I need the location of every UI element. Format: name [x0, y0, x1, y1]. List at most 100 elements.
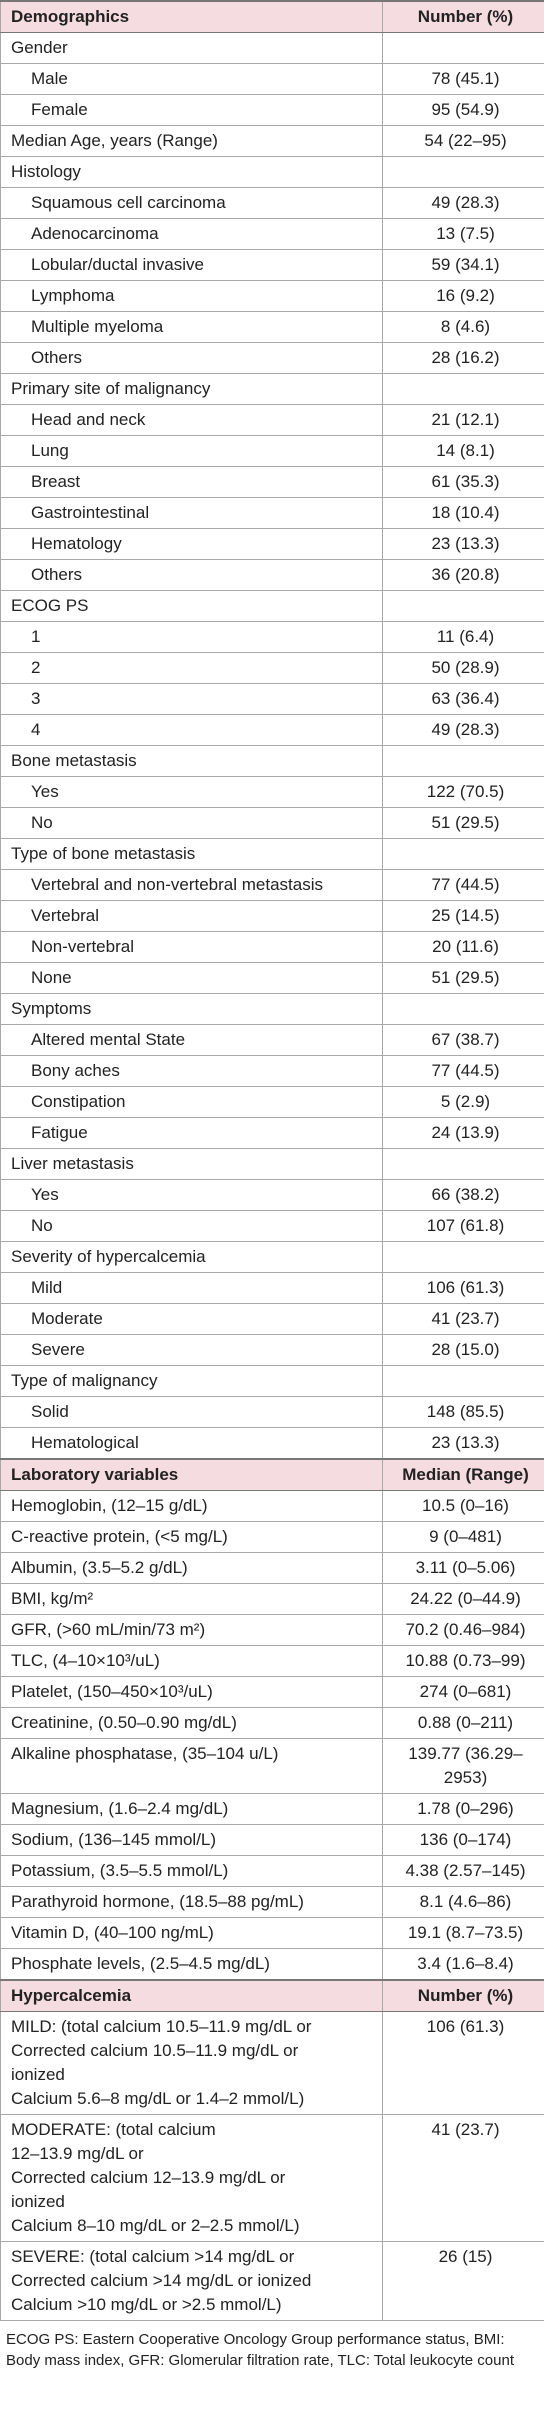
- item-value: 51 (29.5): [382, 962, 544, 994]
- header-cell: Median (Range): [382, 1458, 544, 1491]
- item-label: Multiple myeloma: [0, 311, 383, 343]
- table-row: Lymphoma 16 (9.2): [0, 280, 544, 312]
- row-value: 4.38 (2.57–145): [382, 1855, 544, 1887]
- table-row: Vitamin D, (40–100 ng/mL) 19.1 (8.7–73.5): [0, 1917, 544, 1949]
- row-value: 24.22 (0–44.9): [382, 1583, 544, 1615]
- table-row: Demographics Number (%): [0, 0, 544, 33]
- definition-line: MODERATE: (total calcium: [11, 2120, 216, 2139]
- definition-cell: MILD: (total calcium 10.5–11.9 mg/dL or C…: [0, 2011, 383, 2115]
- item-value: 5 (2.9): [382, 1086, 544, 1118]
- row-label: Vitamin D, (40–100 ng/mL): [0, 1917, 383, 1949]
- table-row: Squamous cell carcinoma 49 (28.3): [0, 187, 544, 219]
- item-label: Vertebral: [0, 900, 383, 932]
- empty-cell: [382, 373, 544, 405]
- item-value: 95 (54.9): [382, 94, 544, 126]
- item-value: 28 (16.2): [382, 342, 544, 374]
- definition-line: Calcium >10 mg/dL or >2.5 mmol/L): [11, 2295, 282, 2314]
- table-row: Lobular/ductal invasive 59 (34.1): [0, 249, 544, 281]
- item-value: 106 (61.3): [382, 1272, 544, 1304]
- item-label: Female: [0, 94, 383, 126]
- item-value: 20 (11.6): [382, 931, 544, 963]
- definition-line: Calcium 8–10 mg/dL or 2–2.5 mmol/L): [11, 2216, 300, 2235]
- item-label: Lobular/ductal invasive: [0, 249, 383, 281]
- item-value: 36 (20.8): [382, 559, 544, 591]
- table-row: Female 95 (54.9): [0, 94, 544, 126]
- definition-line: Corrected calcium 10.5–11.9 mg/dL or: [11, 2041, 299, 2060]
- item-label: Others: [0, 342, 383, 374]
- group-label: Symptoms: [0, 993, 383, 1025]
- item-value: 66 (38.2): [382, 1179, 544, 1211]
- table-row: Non-vertebral 20 (11.6): [0, 931, 544, 963]
- definition-cell: SEVERE: (total calcium >14 mg/dL or Corre…: [0, 2241, 383, 2321]
- item-label: Bony aches: [0, 1055, 383, 1087]
- row-value: 41 (23.7): [382, 2114, 544, 2242]
- table-row: Phosphate levels, (2.5–4.5 mg/dL) 3.4 (1.…: [0, 1948, 544, 1981]
- item-label: Lymphoma: [0, 280, 383, 312]
- table-row: BMI, kg/m² 24.22 (0–44.9): [0, 1583, 544, 1615]
- row-value: 70.2 (0.46–984): [382, 1614, 544, 1646]
- definition-line: Corrected calcium 12–13.9 mg/dL or: [11, 2168, 286, 2187]
- table-row: Hypercalcemia Number (%): [0, 1979, 544, 2012]
- item-label: Mild: [0, 1272, 383, 1304]
- row-label: Potassium, (3.5–5.5 mmol/L): [0, 1855, 383, 1887]
- row-value: 106 (61.3): [382, 2011, 544, 2115]
- table-row: Creatinine, (0.50–0.90 mg/dL) 0.88 (0–211…: [0, 1707, 544, 1739]
- item-label: Male: [0, 63, 383, 95]
- data-table: Demographics Number (%) Gender Male 78 (45.1…: [0, 0, 544, 2321]
- row-label: Median Age, years (Range): [0, 125, 383, 157]
- table-row: MILD: (total calcium 10.5–11.9 mg/dL or C…: [0, 2011, 544, 2115]
- item-value: 107 (61.8): [382, 1210, 544, 1242]
- table-row: Moderate 41 (23.7): [0, 1303, 544, 1335]
- header-cell: Demographics: [0, 0, 383, 33]
- item-label: Solid: [0, 1396, 383, 1428]
- row-value: 9 (0–481): [382, 1521, 544, 1553]
- table-row: Platelet, (150–450×10³/uL) 274 (0–681): [0, 1676, 544, 1708]
- empty-cell: [382, 156, 544, 188]
- table-row: Liver metastasis: [0, 1148, 544, 1180]
- table-row: GFR, (>60 mL/min/73 m²) 70.2 (0.46–984): [0, 1614, 544, 1646]
- table-row: Histology: [0, 156, 544, 188]
- table-row: 1 11 (6.4): [0, 621, 544, 653]
- item-value: 11 (6.4): [382, 621, 544, 653]
- table-row: Breast 61 (35.3): [0, 466, 544, 498]
- empty-cell: [382, 1241, 544, 1273]
- row-value: 0.88 (0–211): [382, 1707, 544, 1739]
- item-label: Lung: [0, 435, 383, 467]
- row-value: 3.4 (1.6–8.4): [382, 1948, 544, 1981]
- item-label: Others: [0, 559, 383, 591]
- empty-cell: [382, 1365, 544, 1397]
- table-row: MODERATE: (total calcium 12–13.9 mg/dL or…: [0, 2114, 544, 2242]
- table-row: Others 28 (16.2): [0, 342, 544, 374]
- definition-line: MILD: (total calcium 10.5–11.9 mg/dL or: [11, 2017, 312, 2036]
- item-label: Hematology: [0, 528, 383, 560]
- item-label: No: [0, 1210, 383, 1242]
- item-value: 24 (13.9): [382, 1117, 544, 1149]
- item-value: 148 (85.5): [382, 1396, 544, 1428]
- row-label: Phosphate levels, (2.5–4.5 mg/dL): [0, 1948, 383, 1981]
- row-label: Hemoglobin, (12–15 g/dL): [0, 1490, 383, 1522]
- item-value: 13 (7.5): [382, 218, 544, 250]
- table-row: No 51 (29.5): [0, 807, 544, 839]
- item-value: 59 (34.1): [382, 249, 544, 281]
- table-row: Fatigue 24 (13.9): [0, 1117, 544, 1149]
- table-body: Demographics Number (%) Gender Male 78 (45.1…: [0, 0, 544, 2321]
- table-row: Adenocarcinoma 13 (7.5): [0, 218, 544, 250]
- row-label: C-reactive protein, (<5 mg/L): [0, 1521, 383, 1553]
- item-label: Squamous cell carcinoma: [0, 187, 383, 219]
- table-row: Multiple myeloma 8 (4.6): [0, 311, 544, 343]
- item-value: 14 (8.1): [382, 435, 544, 467]
- item-label: Breast: [0, 466, 383, 498]
- table-row: Severity of hypercalcemia: [0, 1241, 544, 1273]
- row-label: Platelet, (150–450×10³/uL): [0, 1676, 383, 1708]
- item-label: Severe: [0, 1334, 383, 1366]
- table-row: ECOG PS: [0, 590, 544, 622]
- item-label: 4: [0, 714, 383, 746]
- group-label: Type of malignancy: [0, 1365, 383, 1397]
- item-label: Altered mental State: [0, 1024, 383, 1056]
- table-row: None 51 (29.5): [0, 962, 544, 994]
- table-row: Male 78 (45.1): [0, 63, 544, 95]
- definition-line: Calcium 5.6–8 mg/dL or 1.4–2 mmol/L): [11, 2089, 305, 2108]
- group-label: Type of bone metastasis: [0, 838, 383, 870]
- row-value: 1.78 (0–296): [382, 1793, 544, 1825]
- item-label: None: [0, 962, 383, 994]
